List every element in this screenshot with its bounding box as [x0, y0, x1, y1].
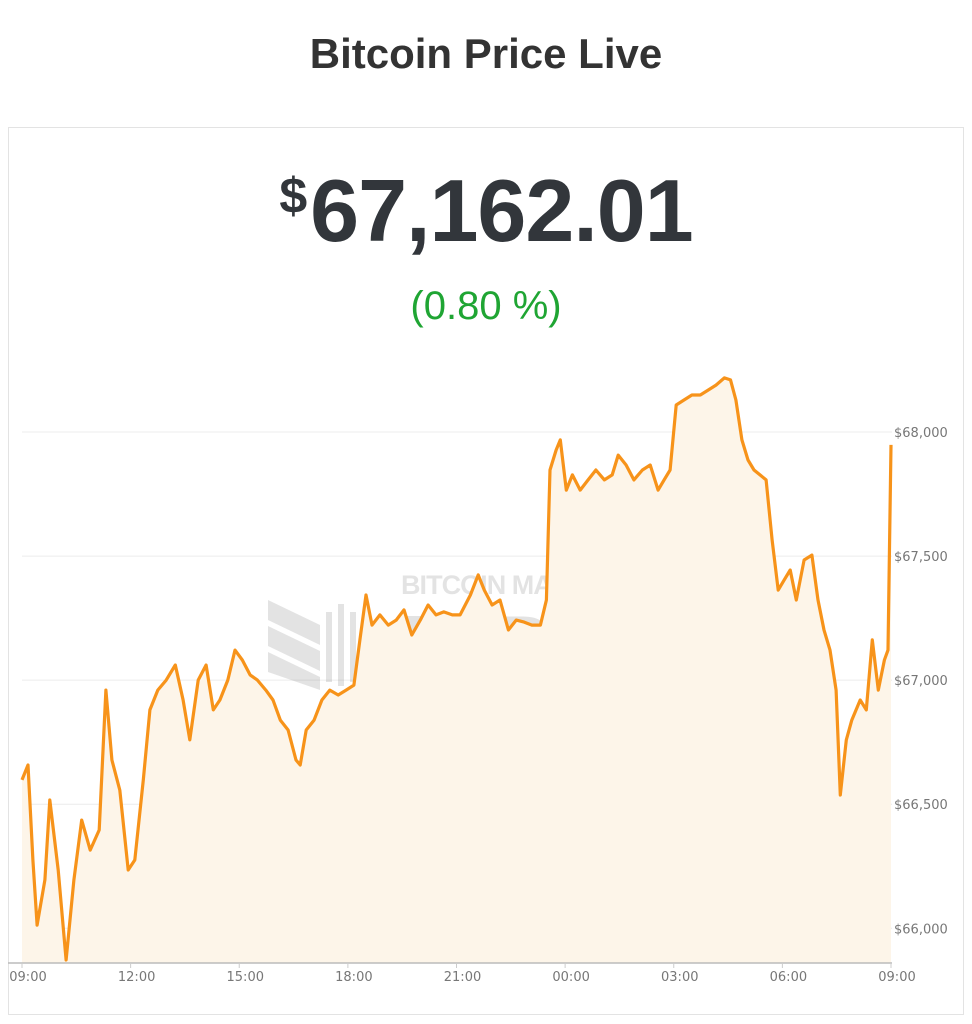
x-axis: 09:00 12:00 15:00 18:00 21:00 00:00 03:00 06:00… — [9, 963, 916, 985]
page-title: Bitcoin Price Live — [309, 30, 663, 77]
x-tick-label: 06:00 — [770, 970, 807, 985]
y-tick-label: $66,000 — [894, 922, 948, 937]
current-price: $67,162.01 — [0, 160, 972, 262]
y-tick-label: $66,500 — [894, 798, 948, 813]
currency-symbol: $ — [279, 168, 307, 224]
price-line[interactable] — [20, 376, 893, 962]
x-tick-label: 18:00 — [335, 970, 372, 985]
price-card — [8, 127, 964, 1015]
x-tick-label: 00:00 — [552, 970, 589, 985]
x-tick-label: 09:00 — [9, 970, 46, 985]
y-tick-label: $67,000 — [894, 674, 948, 689]
price-value: 67,162.01 — [310, 161, 693, 260]
price-area-fill — [22, 377, 891, 963]
x-tick-label: 03:00 — [661, 970, 698, 985]
x-tick-label: 12:00 — [118, 970, 155, 985]
watermark-emblem-icon — [268, 600, 356, 690]
x-tick-label: 09:00 — [878, 970, 915, 985]
y-axis: $66,000 $66,500 $67,000 $67,500 $68,000 — [894, 426, 948, 937]
y-tick-label: $68,000 — [894, 426, 948, 441]
x-tick-label: 21:00 — [444, 970, 481, 985]
x-tick-label: 15:00 — [227, 970, 264, 985]
price-change: (0.80 %) — [410, 284, 562, 328]
y-tick-label: $67,500 — [894, 550, 948, 565]
